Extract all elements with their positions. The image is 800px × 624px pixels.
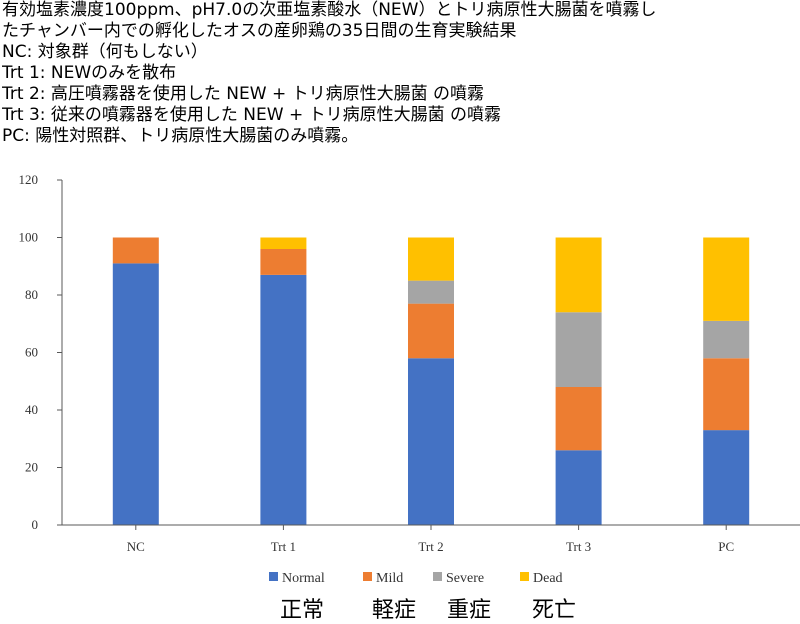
legend-label-normal: Normal [282, 571, 325, 586]
legend-swatch-mild [363, 572, 372, 581]
bar-dead-trt2 [408, 237, 454, 281]
legend-swatch-normal [269, 572, 278, 581]
y-tick-label: 60 [25, 345, 38, 360]
x-tick-label: Trt 1 [271, 539, 296, 554]
caption-line: 有効塩素濃度100ppm、pH7.0の次亜塩素酸水（NEW）とトリ病原性大腸菌を… [2, 0, 657, 20]
legend-japanese-label: 死亡 [532, 598, 577, 623]
x-tick-label: Trt 3 [566, 539, 591, 554]
caption: 有効塩素濃度100ppm、pH7.0の次亜塩素酸水（NEW）とトリ病原性大腸菌を… [2, 0, 798, 147]
legend-japanese-label: 軽症 [372, 598, 417, 623]
bar-severe-pc [703, 320, 750, 359]
y-tick-label: 40 [25, 402, 38, 417]
bar-normal-pc [703, 430, 750, 525]
japanese-legend: 正常 軽症 重症 死亡 [0, 592, 800, 623]
legend-japanese-label: 正常 [280, 598, 325, 623]
bar-mild-nc [112, 237, 159, 264]
bar-normal-trt3 [555, 450, 602, 525]
legend: Normal Mild Severe Dead [269, 571, 563, 586]
bar-normal-trt2 [408, 358, 454, 525]
bars [112, 237, 750, 525]
x-tick-label: Trt 2 [418, 539, 443, 554]
y-tick-label: 20 [25, 460, 38, 475]
legend-swatch-severe [433, 572, 442, 581]
y-axis: 0 20 40 60 80 100 120 [19, 172, 63, 532]
bar-dead-trt1 [260, 237, 307, 249]
bar-normal-trt1 [260, 274, 307, 525]
caption-line: Trt 1: NEWのみを散布 [2, 63, 177, 83]
bar-normal-nc [112, 263, 159, 525]
y-tick-label: 120 [19, 172, 39, 187]
bar-mild-trt2 [408, 303, 454, 359]
legend-label-dead: Dead [533, 571, 563, 586]
caption-line: Trt 2: 高圧噴霧器を使用した NEW + トリ病原性大腸菌 の噴霧 [2, 84, 485, 104]
x-tick-label: NC [127, 539, 145, 554]
y-tick-label: 0 [32, 517, 39, 532]
bar-mild-pc [703, 358, 750, 431]
x-tick-label: PC [718, 539, 734, 554]
caption-line: Trt 3: 従来の噴霧器を使用した NEW + トリ病原性大腸菌 の噴霧 [2, 105, 502, 125]
bar-severe-trt2 [408, 280, 454, 304]
bar-dead-trt3 [555, 237, 602, 313]
bar-severe-trt3 [555, 312, 602, 387]
bar-mild-trt1 [260, 249, 307, 275]
y-tick-label: 80 [25, 287, 38, 302]
bar-dead-pc [703, 237, 750, 321]
y-tick-label: 100 [19, 230, 39, 245]
legend-japanese-label: 重症 [447, 598, 492, 623]
caption-line: PC: 陽性対照群、トリ病原性大腸菌のみ噴霧。 [2, 126, 359, 146]
legend-label-mild: Mild [376, 571, 403, 586]
x-axis: NC Trt 1 Trt 2 Trt 3 PC [62, 524, 800, 554]
bar-mild-trt3 [555, 387, 602, 451]
caption-line: NC: 対象群（何もしない） [2, 42, 208, 62]
legend-label-severe: Severe [446, 571, 484, 586]
legend-swatch-dead [520, 572, 529, 581]
caption-line: たチャンバー内での孵化したオスの産卵鶏の35日間の生育実験結果 [2, 21, 517, 41]
